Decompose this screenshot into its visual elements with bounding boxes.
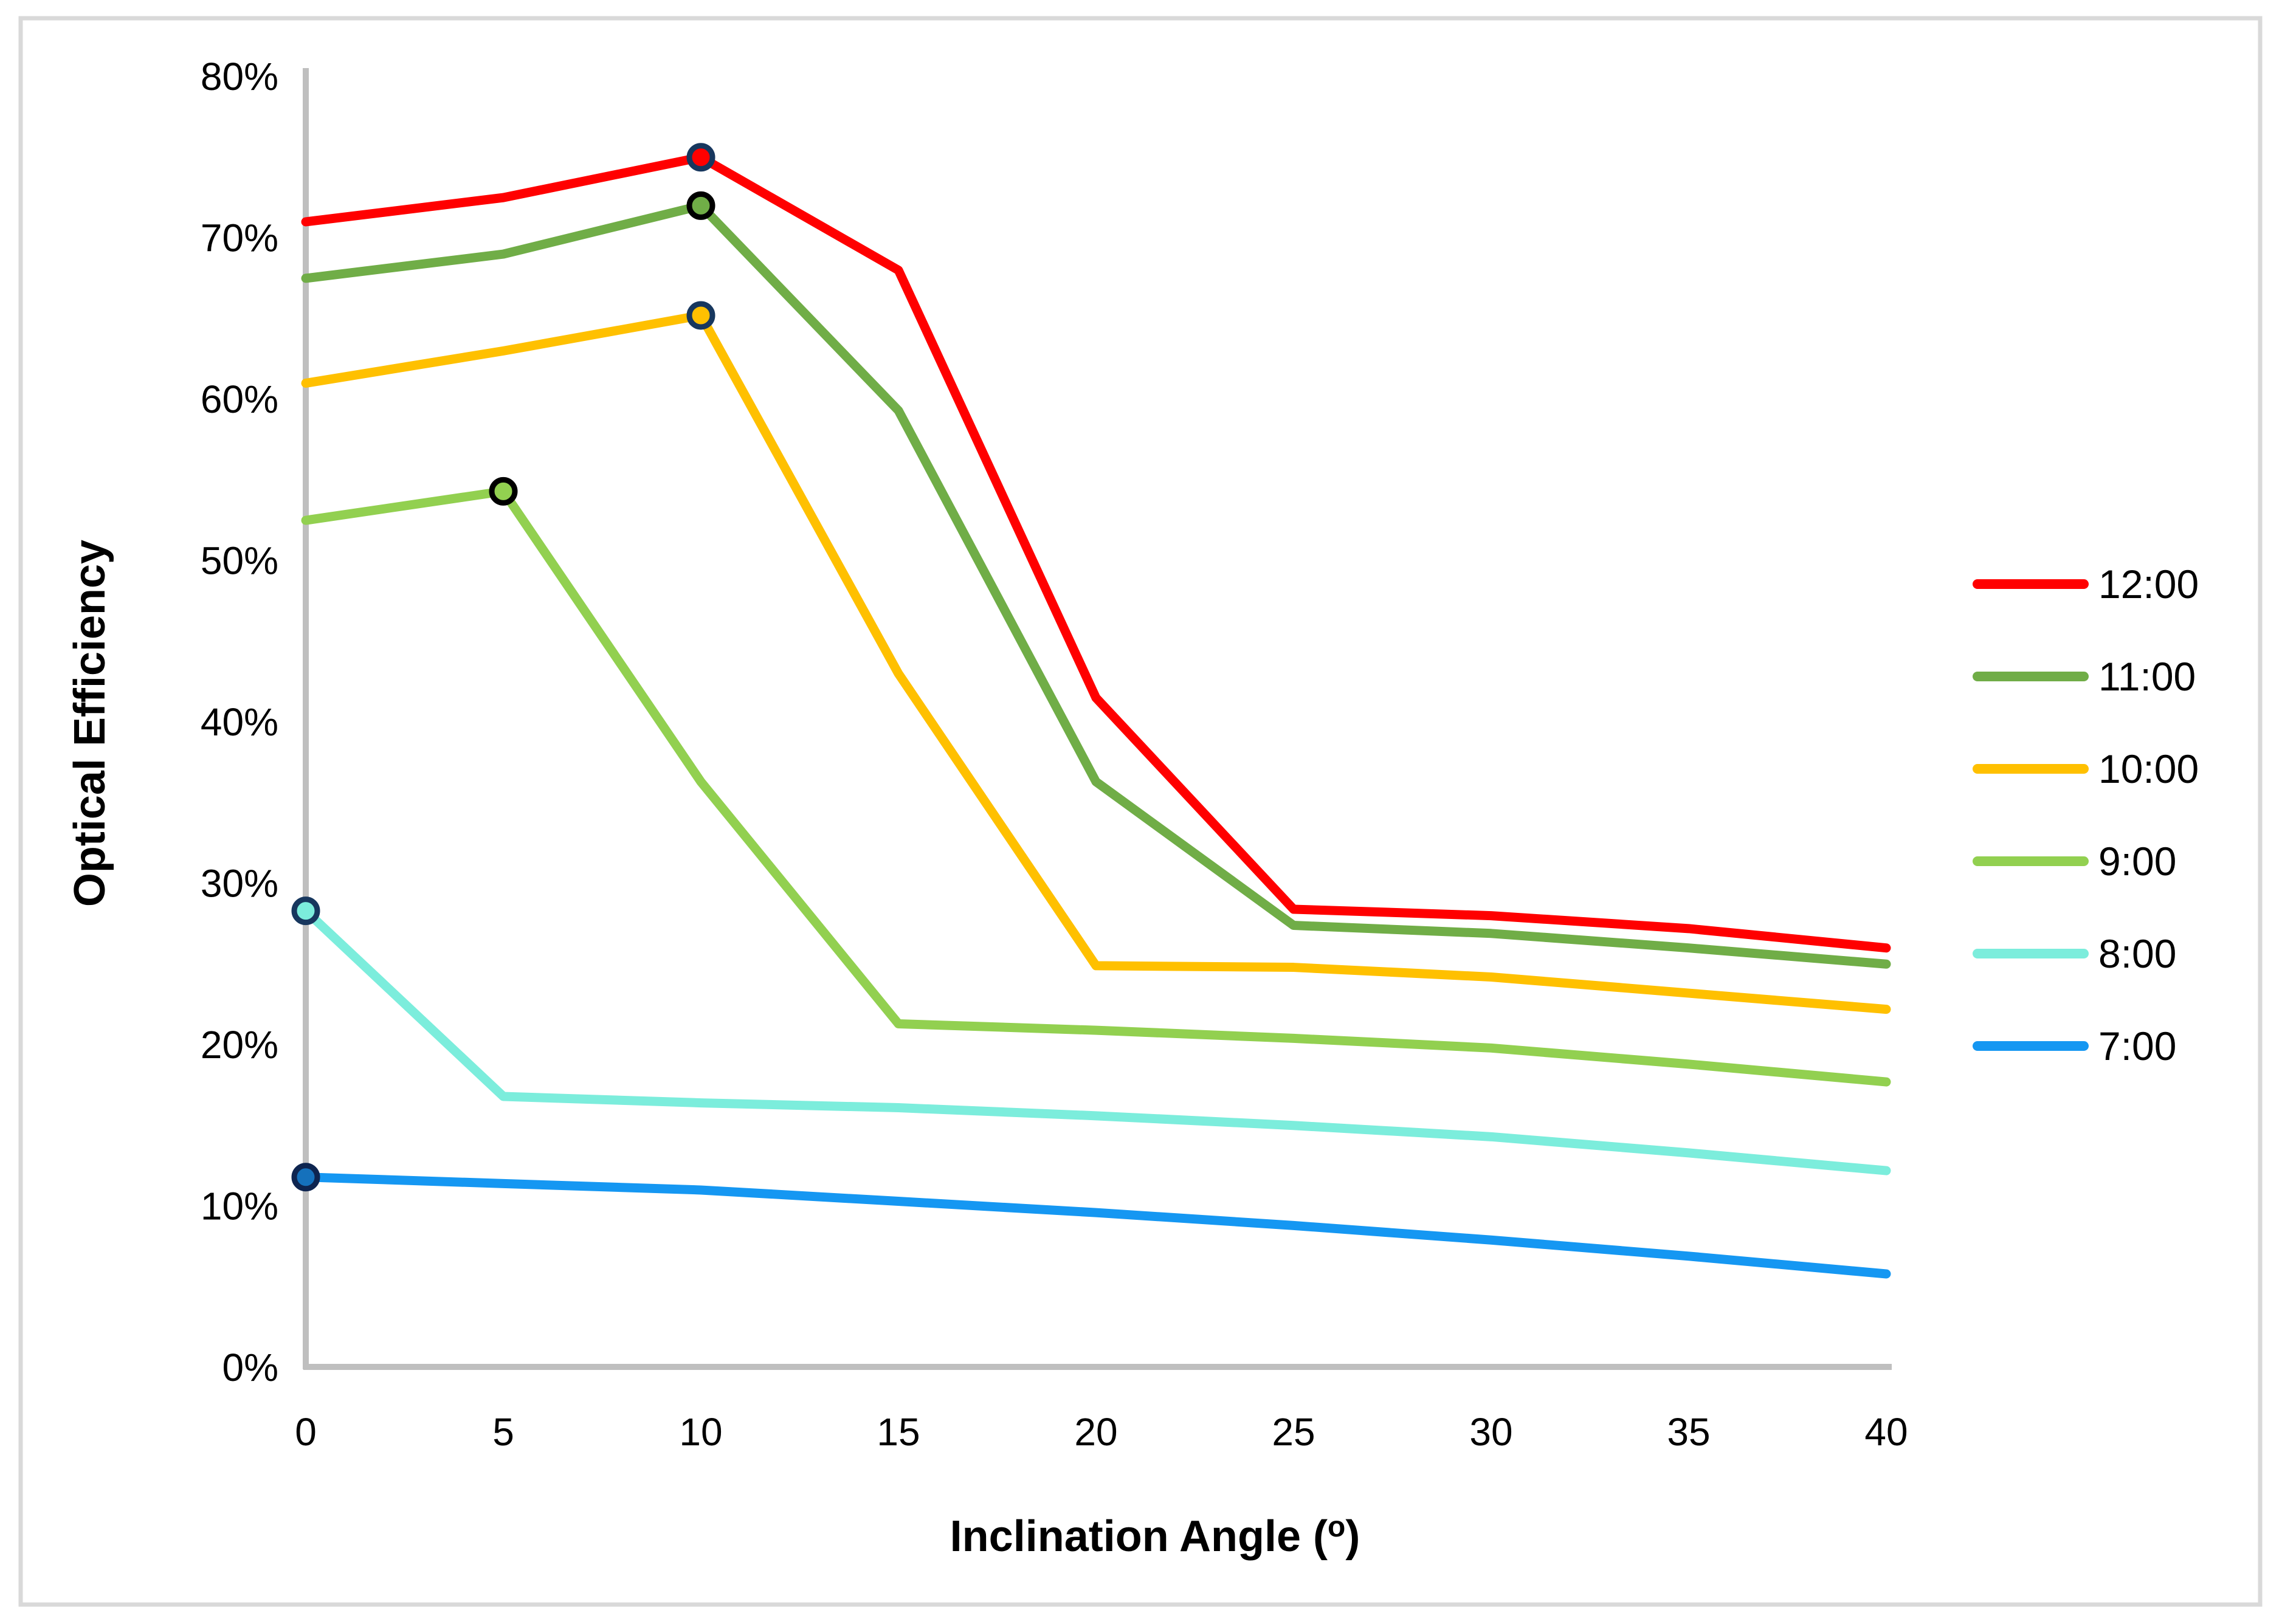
x-tick-label-30: 30 <box>1469 1410 1512 1454</box>
peak-marker-12:00 <box>686 143 715 172</box>
marker-layer <box>291 143 715 1192</box>
y-tick-labels: 0% 10% 20% 30% 40% 50% 60% 70% 80% <box>201 55 278 1389</box>
y-tick-label-0%: 0% <box>222 1346 279 1389</box>
legend-item-9:00: 9:00 <box>1973 839 2176 884</box>
y-tick-label-10%: 10% <box>201 1185 278 1228</box>
legend-label-8:00: 8:00 <box>2098 931 2176 976</box>
series-line-10:00 <box>301 311 1891 1014</box>
peak-marker-10:00 <box>686 301 715 330</box>
x-tick-label-0: 0 <box>295 1410 317 1454</box>
peak-marker-7:00 <box>291 1163 320 1192</box>
x-tick-label-15: 15 <box>877 1410 920 1454</box>
x-tick-label-40: 40 <box>1864 1410 1908 1454</box>
y-axis-title: Optical Efficiency <box>66 540 114 907</box>
x-axis-title: Inclination Angle (o) <box>950 1511 1360 1561</box>
series-line-9:00 <box>301 486 1891 1087</box>
peak-marker-9:00 <box>489 477 518 506</box>
legend-item-10:00: 10:00 <box>1973 746 2199 791</box>
y-tick-label-50%: 50% <box>201 539 278 583</box>
y-tick-label-80%: 80% <box>201 55 278 98</box>
legend: 12:00 11:00 10:00 9:00 8:00 7:00 <box>1973 562 2199 1068</box>
x-tick-label-20: 20 <box>1074 1410 1117 1454</box>
legend-label-11:00: 11:00 <box>2098 654 2196 699</box>
y-tick-label-40%: 40% <box>201 700 278 744</box>
x-tick-label-10: 10 <box>679 1410 722 1454</box>
y-tick-label-60%: 60% <box>201 377 278 421</box>
x-axis-title-prefix: Inclination Angle ( <box>950 1512 1328 1561</box>
legend-label-9:00: 9:00 <box>2098 839 2176 884</box>
legend-item-12:00: 12:00 <box>1973 562 2199 607</box>
y-tick-label-70%: 70% <box>201 216 278 260</box>
legend-label-12:00: 12:00 <box>2098 562 2199 607</box>
series-line-12:00 <box>301 153 1891 953</box>
y-tick-label-30%: 30% <box>201 862 278 906</box>
x-tick-label-5: 5 <box>492 1410 514 1454</box>
x-axis-title-superscript: o <box>1328 1511 1345 1543</box>
series-line-8:00 <box>301 906 1891 1175</box>
x-tick-label-35: 35 <box>1667 1410 1710 1454</box>
legend-item-8:00: 8:00 <box>1973 931 2176 976</box>
peak-marker-11:00 <box>686 191 715 220</box>
chart-border <box>18 16 2263 1607</box>
series-line-11:00 <box>301 201 1891 969</box>
legend-label-10:00: 10:00 <box>2098 746 2199 791</box>
series-layer <box>301 153 1891 1279</box>
legend-item-7:00: 7:00 <box>1973 1024 2176 1068</box>
legend-item-11:00: 11:00 <box>1973 654 2196 699</box>
x-tick-label-25: 25 <box>1272 1410 1315 1454</box>
series-line-7:00 <box>301 1172 1891 1279</box>
x-axis-title-suffix: ) <box>1345 1512 1360 1561</box>
x-tick-labels: 0 5 10 15 20 25 30 35 40 <box>295 1410 1908 1454</box>
y-tick-label-20%: 20% <box>201 1023 278 1067</box>
peak-marker-8:00 <box>291 896 320 926</box>
legend-label-7:00: 7:00 <box>2098 1024 2176 1068</box>
